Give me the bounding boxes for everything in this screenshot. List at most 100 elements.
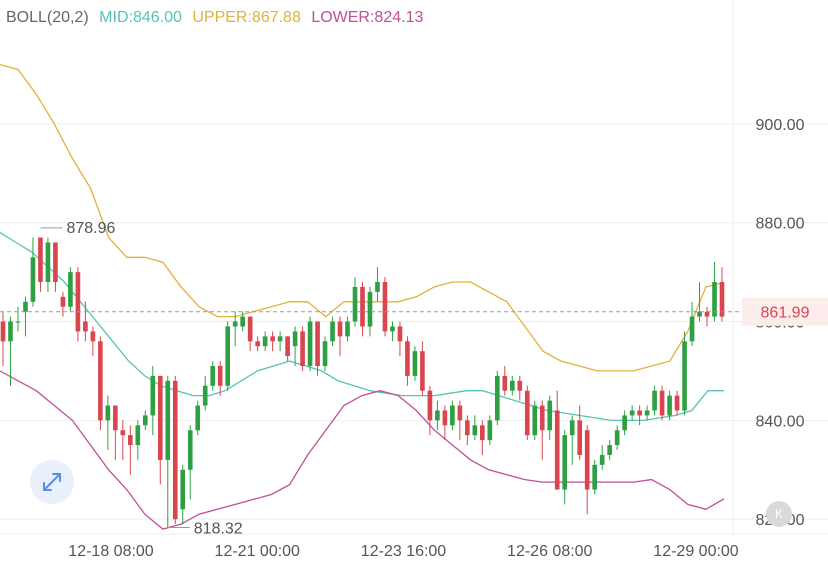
candle-body (142, 415, 148, 426)
y-tick-label: 900.00 (756, 117, 805, 134)
candle-body (442, 410, 448, 426)
candle-body (472, 425, 478, 436)
candle-body (90, 331, 96, 342)
candle-body (292, 331, 298, 347)
candle-body (277, 336, 283, 342)
candle-body (487, 420, 493, 441)
candle-body (644, 410, 650, 416)
candle-body (0, 321, 6, 342)
candle-body (337, 321, 343, 337)
candle-body (128, 435, 133, 446)
x-tick-label: 12-29 00:00 (653, 543, 739, 560)
candle-body (465, 420, 470, 436)
candle-body (622, 415, 627, 431)
current-price-label: 861.99 (761, 305, 810, 322)
min-annotation-label: 818.32 (194, 520, 243, 537)
candle-body (719, 282, 725, 317)
candle-body (494, 375, 500, 421)
candle-body (330, 321, 335, 342)
candle-body (674, 395, 680, 411)
candle-body (652, 390, 657, 411)
x-tick-label: 12-26 08:00 (507, 543, 593, 560)
upper-label: UPPER:867.88 (192, 9, 301, 26)
candle-body (255, 341, 260, 347)
y-tick-label: 840.00 (756, 413, 805, 430)
grid (0, 0, 828, 535)
candle-body (502, 375, 508, 391)
candle-body (247, 316, 253, 342)
candle-body (360, 286, 365, 327)
max-annotation: 878.96 (40, 220, 115, 237)
candle-body (524, 390, 530, 436)
indicator-header: BOLL(20,2) MID:846.00 UPPER:867.88 LOWER… (6, 9, 429, 27)
candles (0, 237, 725, 528)
candle-body (68, 272, 73, 307)
candle-body (509, 380, 515, 391)
candle-body (547, 400, 553, 431)
candle-body (480, 425, 485, 441)
candle-body (592, 464, 597, 490)
kline-button[interactable]: K (766, 501, 792, 527)
candle-body (405, 341, 410, 376)
x-tick-label: 12-18 08:00 (68, 543, 154, 560)
candle-body (8, 321, 13, 342)
candle-body (412, 351, 418, 376)
candle-body (300, 331, 305, 366)
candle-body (315, 321, 320, 366)
candle-body (517, 380, 523, 391)
current-price-tag: 861.99 (742, 297, 828, 326)
candle-body (98, 341, 103, 421)
candle-body (532, 405, 538, 436)
candle-body (135, 425, 141, 446)
candle-body (457, 405, 463, 421)
min-annotation: 818.32 (167, 520, 243, 537)
candle-body (667, 395, 672, 416)
candle-body (120, 430, 126, 436)
candle-body (53, 242, 58, 282)
candle-body (270, 336, 275, 342)
candle-body (307, 321, 313, 366)
y-tick-label: 880.00 (756, 216, 805, 233)
candle-body (607, 445, 612, 455)
candle-body (352, 286, 358, 322)
candle-body (539, 405, 545, 431)
candle-body (210, 366, 216, 386)
candle-body (240, 316, 245, 327)
candle-body (187, 430, 193, 470)
candle-body (23, 301, 28, 312)
candle-body (15, 321, 21, 323)
candle-body (637, 410, 642, 416)
candle-body (75, 272, 81, 332)
candle-body (427, 390, 433, 421)
mid-band-line (0, 232, 724, 422)
x-tick-label: 12-21 00:00 (215, 543, 301, 560)
candle-body (195, 405, 201, 431)
lower-label: LOWER:824.13 (311, 9, 424, 26)
candle-body (83, 321, 88, 332)
candle-body (45, 242, 51, 282)
candle-body (659, 390, 665, 416)
max-annotation-label: 878.96 (66, 220, 115, 237)
candle-body (345, 321, 350, 337)
candle-body (697, 311, 702, 317)
candle-body (420, 351, 425, 391)
candle-body (554, 410, 560, 490)
candle-body (225, 326, 231, 386)
candle-body (577, 420, 583, 455)
candle-body (682, 341, 687, 411)
candle-body (165, 380, 171, 460)
expand-arrows-icon (43, 473, 61, 491)
x-tick-label: 12-23 16:00 (361, 543, 447, 560)
candle-body (367, 291, 373, 327)
candle-body (599, 454, 605, 465)
candle-body (217, 366, 223, 386)
candle-body (397, 326, 403, 342)
candle-body (322, 341, 328, 366)
expand-button[interactable] (30, 460, 74, 504)
candle-body (262, 336, 268, 347)
candle-body (172, 380, 178, 520)
candle-body (712, 282, 717, 317)
candle-body (689, 316, 695, 342)
candle-body (150, 375, 156, 416)
